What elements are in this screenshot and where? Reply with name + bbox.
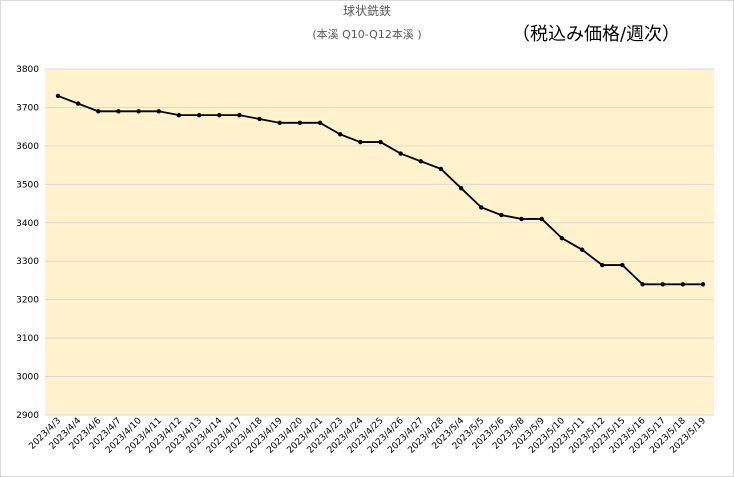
point — [640, 282, 645, 287]
point — [620, 262, 625, 268]
point — [700, 282, 706, 287]
point — [479, 205, 484, 210]
point — [75, 101, 81, 106]
annotation: （税込み価格/週次） — [512, 24, 680, 45]
point — [237, 112, 242, 118]
point — [277, 120, 282, 126]
point — [600, 262, 605, 268]
y-tick-label: 3100 — [16, 334, 39, 344]
y-tick-label: 2900 — [16, 411, 39, 421]
point — [156, 109, 161, 114]
point — [398, 151, 403, 156]
y-tick-label: 3600 — [16, 142, 39, 152]
point — [297, 120, 303, 126]
point — [559, 235, 565, 241]
plot-area — [45, 69, 714, 415]
y-tick-label: 3800 — [16, 65, 39, 75]
point — [136, 109, 141, 114]
point — [378, 139, 383, 145]
point — [519, 216, 524, 222]
point — [579, 247, 585, 252]
point — [499, 212, 504, 218]
point — [539, 216, 544, 222]
y-tick-label: 3200 — [16, 296, 39, 306]
y-tick-label: 3700 — [16, 103, 39, 113]
point — [660, 282, 665, 287]
point — [438, 166, 444, 172]
point — [418, 159, 424, 164]
point — [257, 116, 262, 122]
y-tick-label: 3000 — [16, 373, 39, 383]
point — [176, 112, 182, 118]
y-tick-label: 3300 — [16, 257, 39, 267]
chart-subtitle: (本溪 Q10-Q12本溪 ) — [312, 27, 421, 41]
chart-title: 球状銑鉄 — [343, 3, 391, 18]
point — [317, 120, 323, 126]
point — [96, 109, 101, 114]
y-tick-label: 3500 — [16, 180, 39, 190]
point — [680, 282, 686, 287]
point — [55, 93, 61, 99]
point — [217, 112, 222, 118]
y-tick-label: 3400 — [16, 219, 39, 229]
point — [337, 132, 343, 137]
point — [116, 109, 121, 114]
point — [358, 139, 363, 145]
point — [458, 185, 464, 191]
point — [196, 112, 202, 118]
